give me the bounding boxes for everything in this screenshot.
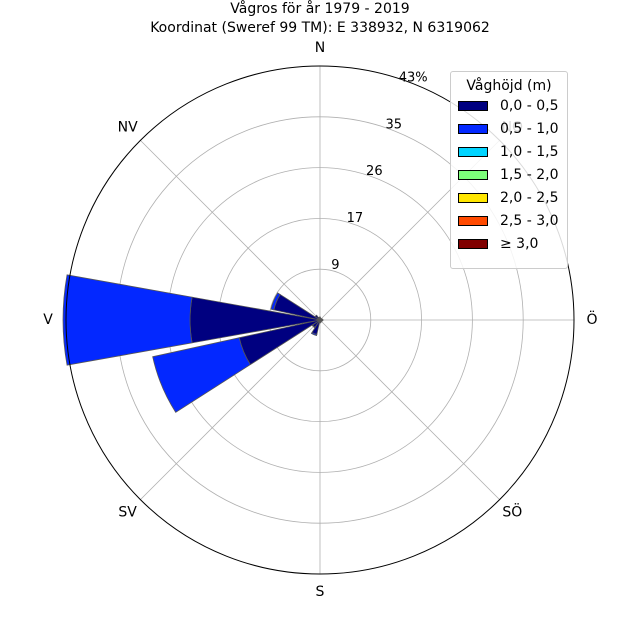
rose-bar-VNV [270,292,281,311]
legend-entry: 2,5 - 3,0 [451,209,567,232]
grid-spoke [140,140,321,321]
legend-label: 2,0 - 2,5 [500,189,559,206]
direction-label-SV: SV [118,504,137,520]
legend-swatch [458,146,488,157]
legend-label: ≥ 3,0 [500,235,539,252]
legend: Våghöjd (m) 0,0 - 0,5 0,5 - 1,0 1,0 - 1,5 1… [450,71,568,269]
legend-entries: 0,0 - 0,5 0,5 - 1,0 1,0 - 1,5 1,5 - 2,0 2,0 … [451,94,567,255]
radial-tick-label: 17 [347,211,364,226]
direction-label-Ö: Ö [586,310,597,328]
legend-entry: ≥ 3,0 [451,232,567,255]
direction-label-SÖ: SÖ [502,502,522,520]
rose-bar-VSV [152,337,251,413]
radial-tick-label: 35 [385,117,402,132]
legend-entry: 0,0 - 0,5 [451,94,567,117]
rose-bar-SSV [310,331,318,337]
legend-label: 2,5 - 3,0 [500,212,559,229]
grid-spoke [319,319,500,500]
legend-entry: 1,0 - 1,5 [451,140,567,163]
direction-label-N: N [315,40,325,56]
legend-swatch [458,215,488,226]
radial-tick-label: 26 [366,164,383,179]
rose-bar-V [62,274,193,366]
rose-bars [62,274,324,413]
legend-label: 0,0 - 0,5 [500,97,559,114]
axis-labels: NNOÖSÖSSVVNV917263543% [43,40,597,600]
legend-entry: 2,0 - 2,5 [451,186,567,209]
legend-entry: 1,5 - 2,0 [451,163,567,186]
legend-swatch [458,238,488,249]
direction-label-V: V [43,312,53,328]
legend-swatch [458,192,488,203]
chart-title: Vågros för år 1979 - 2019 [230,1,410,17]
direction-label-S: S [316,584,325,600]
polar-grid [66,66,574,574]
legend-title: Våghöjd (m) [466,78,552,94]
legend-label: 1,0 - 1,5 [500,143,559,160]
direction-label-NV: NV [118,120,138,136]
rose-bar-NNV [317,316,321,321]
legend-label: 1,5 - 2,0 [500,166,559,183]
legend-swatch [458,100,488,111]
legend-swatch [458,123,488,134]
legend-entry: 0,5 - 1,0 [451,117,567,140]
radial-tick-label: 43% [399,70,428,85]
chart-subtitle: Koordinat (Sweref 99 TM): E 338932, N 63… [150,20,490,36]
legend-swatch [458,169,488,180]
radial-tick-label: 9 [331,258,339,273]
legend-label: 0,5 - 1,0 [500,120,559,137]
grid-spoke [140,319,321,500]
outer-ring [65,65,575,575]
